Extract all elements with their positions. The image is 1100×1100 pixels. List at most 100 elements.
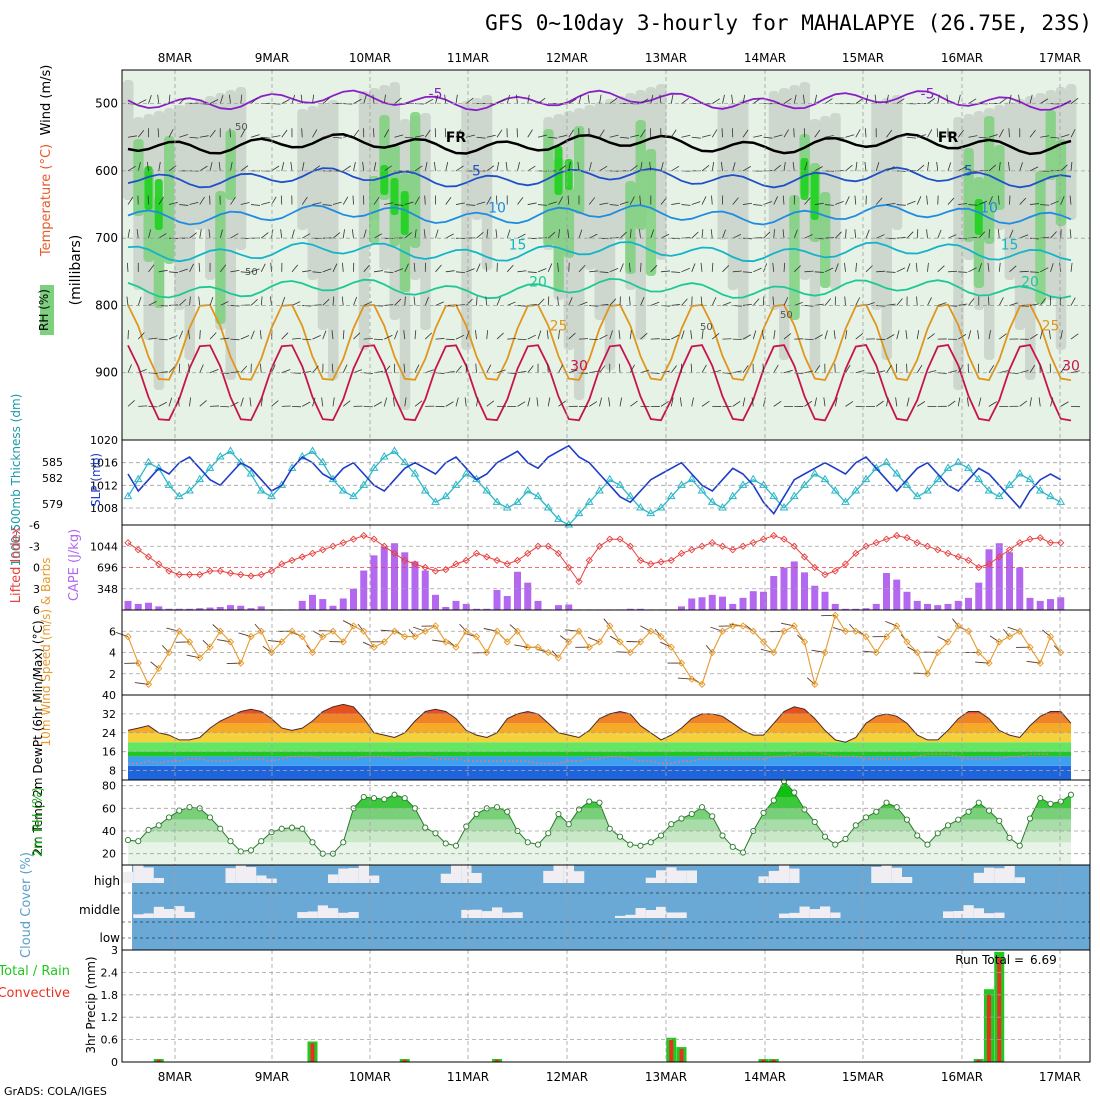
wind-barb	[496, 98, 505, 104]
wind-barb	[690, 363, 693, 373]
thickness-marker	[277, 480, 287, 488]
thickness-marker	[994, 491, 1004, 500]
wind-barb	[834, 397, 838, 407]
thickness-marker	[584, 497, 594, 505]
thickness-marker	[841, 497, 850, 505]
wind-barb	[670, 129, 677, 138]
rh2m-marker	[616, 833, 624, 840]
rh-contour-gray	[420, 113, 431, 330]
cape-bar	[309, 594, 316, 610]
wind-barb	[148, 405, 158, 408]
wind-barb	[998, 297, 1004, 306]
wind-barb	[485, 262, 488, 272]
wind-barb	[148, 301, 157, 306]
cloud-middle-bar	[133, 914, 144, 918]
wind-barb	[208, 229, 211, 239]
wind-barb	[343, 135, 353, 138]
wind-speed-marker	[1026, 643, 1034, 651]
wind-barb	[127, 165, 136, 172]
rh2m-marker	[463, 823, 470, 830]
wind-barb	[486, 134, 496, 138]
rh2m-marker	[698, 804, 706, 811]
isotherm-line	[127, 203, 1072, 226]
cloud-middle-bar	[338, 912, 349, 918]
wind-barb	[209, 369, 219, 374]
wind-barb	[630, 134, 640, 138]
wind-barb	[814, 202, 824, 205]
temperature-axis-label: 2m Temp 2m DewPt (6hr Min/Max) (°C)	[31, 620, 45, 855]
rh-tick-label: 60	[102, 802, 116, 815]
slp-tick-label: 1016	[90, 457, 118, 470]
wind-barb	[916, 364, 923, 373]
cloud-middle-bar	[502, 912, 513, 918]
wind-barb	[465, 298, 473, 306]
wind-speed-marker	[503, 638, 511, 646]
wind-barb	[546, 330, 549, 340]
run-total-value: 6.69	[1030, 953, 1057, 967]
lifted-index-marker	[452, 560, 460, 568]
slp-tick-label: 1020	[90, 434, 118, 447]
thickness-marker	[728, 491, 738, 500]
wind-barb	[158, 233, 167, 239]
thickness-marker	[666, 491, 676, 500]
temperature-axis-label: Temperature (°C)	[39, 144, 54, 257]
wind-barb	[1009, 265, 1017, 273]
cloud-high-bar	[984, 867, 995, 883]
wind-barb	[1060, 134, 1070, 138]
thickness-marker	[820, 474, 830, 483]
wind-speed-marker	[831, 611, 839, 619]
cloud-high-bar	[543, 870, 554, 883]
temp-tick-label: 8	[109, 765, 116, 778]
cloud-high-bar	[656, 870, 667, 883]
surface-wind-barb	[408, 629, 416, 637]
cape-bar	[719, 596, 726, 610]
wind-barb	[322, 298, 330, 306]
wind-barb	[978, 231, 986, 239]
wind-speed-marker	[319, 632, 327, 641]
lifted-index-marker	[237, 570, 245, 579]
slp-tick-label: 1012	[90, 479, 118, 492]
wind-barb	[742, 397, 746, 407]
wind-barb	[322, 134, 332, 138]
wind-barb	[414, 364, 420, 373]
wind-barb	[312, 365, 319, 373]
temp-tick-label: 32	[102, 708, 116, 721]
wind-barb	[1008, 161, 1010, 171]
wind-barb	[845, 196, 850, 205]
wind-barb	[302, 233, 311, 239]
wind-barb	[230, 233, 239, 239]
cloud-high-bar	[676, 870, 687, 883]
wind-barb	[322, 97, 330, 104]
wind-barb	[915, 262, 918, 272]
wind-barb	[619, 397, 623, 407]
rh2m-marker	[801, 806, 808, 813]
wind-barb	[240, 397, 244, 407]
rh-contour-green	[215, 191, 226, 324]
wind-barb	[937, 302, 947, 306]
wind-barb	[987, 262, 990, 272]
wind-barb	[968, 267, 977, 273]
cape-bar	[329, 605, 337, 610]
wind-barb	[1019, 234, 1029, 239]
wind-barb	[301, 128, 303, 138]
wind-barb	[199, 229, 202, 239]
wind-barb	[742, 334, 752, 340]
wind-barb	[199, 196, 205, 205]
wind-barb	[997, 229, 1000, 239]
thickness-tick-label: 585	[42, 456, 63, 469]
cape-bar	[1057, 597, 1065, 610]
wind-speed-marker	[462, 627, 470, 635]
wind-barb	[732, 233, 742, 239]
wind-barb	[558, 400, 566, 407]
rh2m-marker	[821, 833, 829, 840]
cloud-high-bar	[246, 867, 257, 883]
wind-barb	[547, 296, 550, 306]
thickness-marker	[707, 497, 717, 505]
wind-barb	[1070, 97, 1079, 104]
wind-barb	[1029, 94, 1033, 104]
wind-barb	[300, 94, 303, 104]
cloud-high-bar	[153, 877, 164, 883]
wind-barb	[1009, 94, 1012, 104]
wind-barb	[609, 330, 613, 340]
wind-barb	[710, 229, 713, 239]
